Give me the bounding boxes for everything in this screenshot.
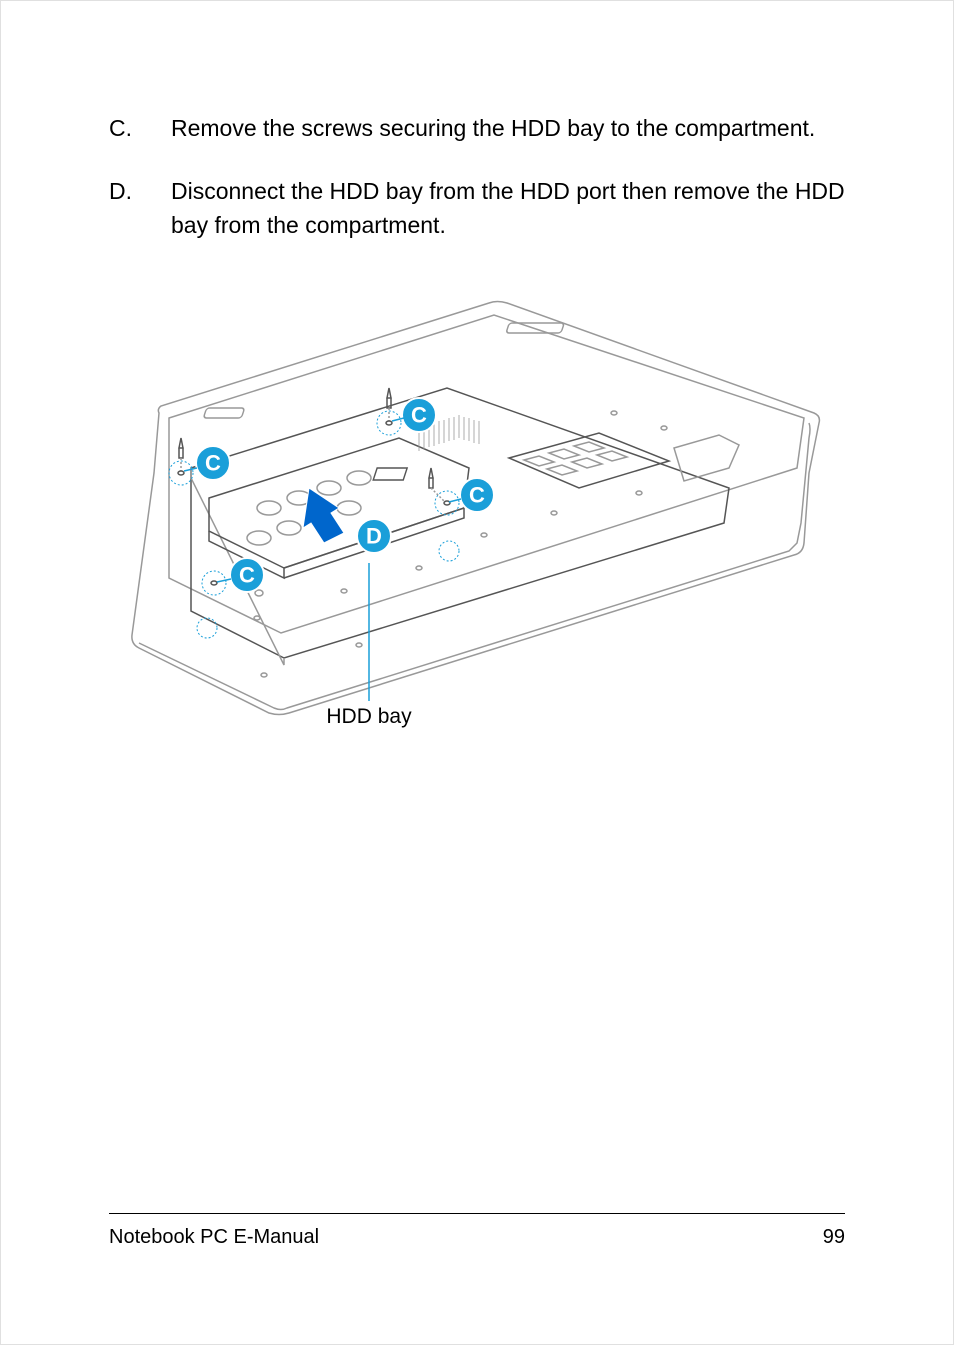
laptop-diagram: C C C C D — [109, 293, 849, 743]
callout-c-4: C — [230, 558, 264, 592]
page-number: 99 — [823, 1226, 845, 1249]
compartment-outline — [191, 388, 729, 658]
instruction-text: Disconnect the HDD bay from the HDD port… — [171, 174, 845, 243]
instruction-d: D. Disconnect the HDD bay from the HDD p… — [109, 174, 845, 243]
diagram-container: C C C C D — [109, 293, 845, 748]
page-content: C. Remove the screws securing the HDD ba… — [1, 1, 953, 748]
footer-title: Notebook PC E-Manual — [109, 1226, 319, 1249]
instruction-c: C. Remove the screws securing the HDD ba… — [109, 111, 845, 146]
footer-divider — [109, 1213, 845, 1214]
svg-text:C: C — [239, 562, 255, 587]
footer-content: Notebook PC E-Manual 99 — [109, 1226, 845, 1249]
callout-d: D — [357, 519, 391, 553]
ram-slot — [509, 433, 669, 488]
instruction-marker: C. — [109, 111, 171, 146]
svg-text:C: C — [411, 402, 427, 427]
instruction-marker: D. — [109, 174, 171, 243]
leader-c4 — [217, 579, 231, 582]
svg-text:C: C — [205, 450, 221, 475]
battery-latch-left — [203, 408, 244, 418]
callout-c-3: C — [460, 478, 494, 512]
hdd-bay-label: HDD bay — [326, 705, 412, 728]
callout-c-1: C — [402, 398, 436, 432]
instruction-text: Remove the screws securing the HDD bay t… — [171, 111, 845, 146]
page-footer: Notebook PC E-Manual 99 — [1, 1213, 953, 1249]
callout-c-2: C — [196, 446, 230, 480]
lift-arrow-icon — [303, 488, 344, 543]
svg-text:C: C — [469, 482, 485, 507]
svg-text:D: D — [366, 523, 382, 548]
expansion-slot — [674, 435, 739, 481]
